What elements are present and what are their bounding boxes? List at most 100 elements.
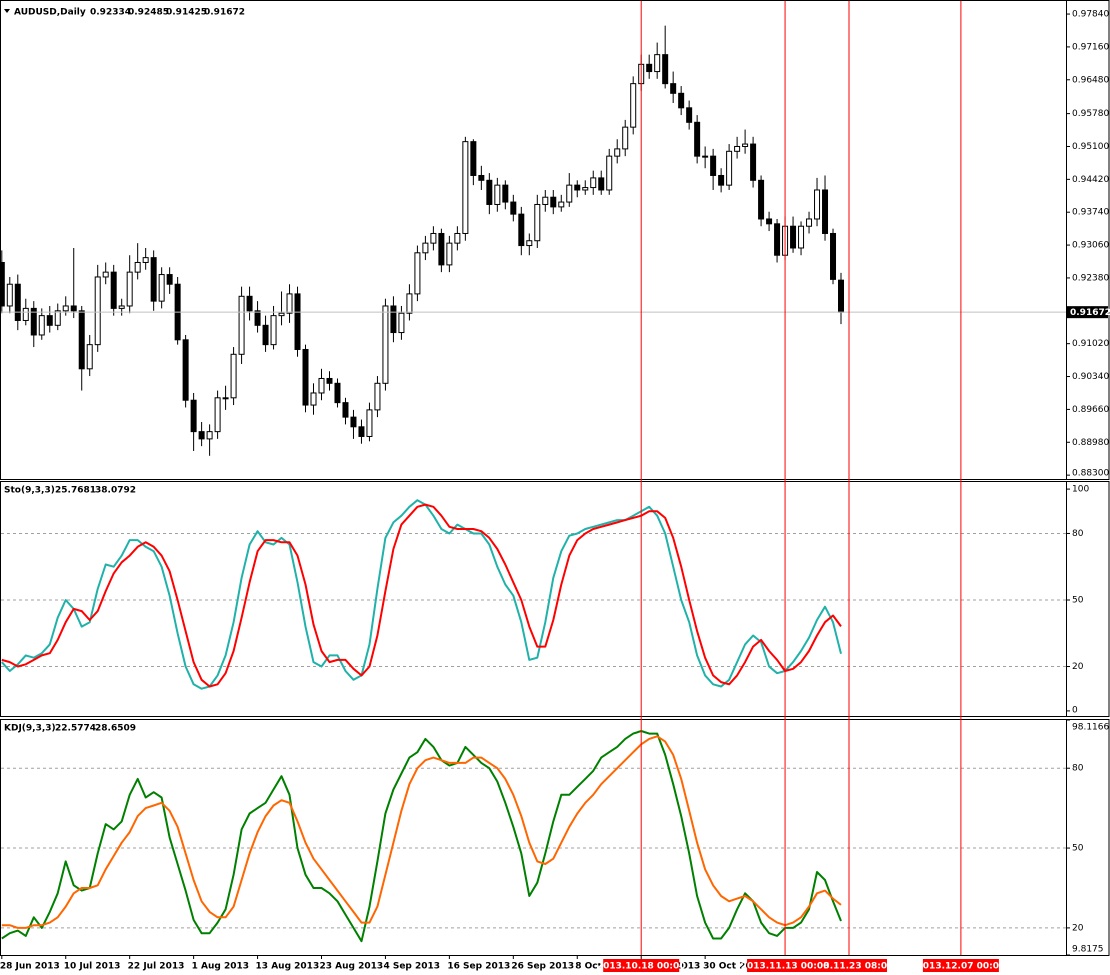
ohlc-value: 0.91425 (166, 8, 207, 18)
candle-body (686, 107, 693, 123)
candle-body (390, 305, 397, 334)
ohlc-value: 0.92485 (128, 8, 169, 18)
candle-body (486, 179, 493, 205)
candle-body (550, 196, 557, 208)
y-tick-label: 0.95100 (1072, 142, 1109, 152)
candle-body (374, 382, 381, 411)
x-tick-label: 23 Aug 2013 (319, 962, 383, 972)
indicator-title: KDJ(9,3,3) (4, 724, 56, 734)
y-tick-label: 0.93740 (1072, 208, 1109, 218)
candle-body (262, 324, 269, 346)
candle-body (134, 261, 141, 273)
candle-body (590, 177, 597, 189)
y-tick-label: 20 (1072, 923, 1084, 933)
candle-body (470, 141, 477, 176)
candle-body (758, 179, 765, 220)
x-tick-label: 4 Sep 2013 (383, 962, 440, 972)
candle-body (798, 225, 805, 249)
candle-body (574, 184, 581, 191)
candle-body (750, 143, 757, 181)
candle-body (182, 339, 189, 401)
candle-body (46, 315, 53, 326)
marker-tag: 2013.11.23 08:00 (805, 959, 894, 972)
candle-body (270, 315, 277, 346)
candle-body (558, 201, 565, 208)
indicator-value: 28.6509 (95, 724, 136, 734)
y-tick-label: 0.89660 (1072, 405, 1109, 415)
candle-body (326, 377, 333, 384)
y-tick-label: 0.91020 (1072, 339, 1109, 349)
candle-body (678, 92, 685, 109)
menu-arrow (4, 9, 10, 13)
candle-body (462, 141, 469, 234)
candle-body (350, 416, 357, 428)
candle-body (446, 242, 453, 266)
candle-body (438, 232, 445, 266)
marker-tag: 2013.11.13 00:00 (741, 959, 829, 972)
candle-body (286, 293, 293, 314)
candle-body (774, 223, 781, 256)
ohlc-value: 0.92334 (90, 8, 131, 18)
y-tick-label: 0.95780 (1072, 109, 1109, 119)
candle-body (398, 312, 405, 334)
candle-body (254, 310, 261, 326)
candle-body (118, 305, 125, 309)
candle-body (78, 310, 85, 370)
candle-body (542, 196, 549, 205)
y-tick-label: 0.96480 (1072, 75, 1109, 85)
candle-body (422, 242, 429, 254)
candle-body (534, 203, 541, 242)
candle-body (582, 187, 589, 191)
candle-body (230, 353, 237, 399)
candle-body (358, 426, 365, 437)
x-tick-label: 8 Oct 2013 (575, 962, 630, 972)
x-tick-label: 10 Jul 2013 (64, 962, 121, 972)
candle-body (342, 402, 349, 418)
candle-body (406, 293, 413, 314)
y-tick-label: 9.8175 (1072, 945, 1104, 955)
y-tick-label: 0.93060 (1072, 241, 1109, 251)
candle-body (694, 121, 701, 157)
candle-body (62, 305, 69, 312)
candle-body (30, 307, 37, 336)
candle-body (454, 232, 461, 244)
candle-body (510, 201, 517, 215)
candle-body (822, 189, 829, 234)
candle-body (622, 126, 629, 150)
candle-body (310, 392, 317, 406)
indicator-line (1, 735, 842, 929)
marker-box (922, 959, 999, 972)
y-tick-label: 0.97840 (1072, 10, 1109, 20)
candle-body (814, 189, 821, 220)
candle-body (294, 293, 301, 350)
candle-body (150, 257, 157, 302)
indicator-value: 22.5774 (55, 724, 96, 734)
candle-body (126, 271, 133, 307)
marker-box (747, 959, 824, 972)
candle-body (766, 218, 773, 225)
candle-body (614, 148, 621, 157)
y-tick-label: 0.94420 (1072, 175, 1109, 185)
candle-body (214, 397, 221, 433)
candle-body (566, 184, 573, 203)
indicator-line (1, 730, 842, 943)
candle-body (94, 276, 101, 346)
x-tick-label: 16 Sep 2013 (447, 962, 510, 972)
candle-body (38, 315, 45, 336)
y-tick-label: 98.1166 (1072, 723, 1109, 733)
candle-body (502, 184, 509, 203)
y-tick-label: 50 (1072, 844, 1084, 854)
candle-body (518, 213, 525, 247)
candle-body (142, 257, 149, 263)
y-tick-label: 0.88980 (1072, 438, 1109, 448)
y-tick-label: 50 (1072, 595, 1084, 605)
marker-label: 2013.11.23 08:00 (805, 962, 894, 972)
candle-body (206, 431, 213, 440)
candle-body (670, 83, 677, 94)
candle-body (790, 225, 797, 249)
candle-body (222, 397, 229, 400)
y-tick-label: 80 (1072, 529, 1084, 539)
pane-frame (0, 481, 1110, 717)
candle-body (478, 174, 485, 181)
